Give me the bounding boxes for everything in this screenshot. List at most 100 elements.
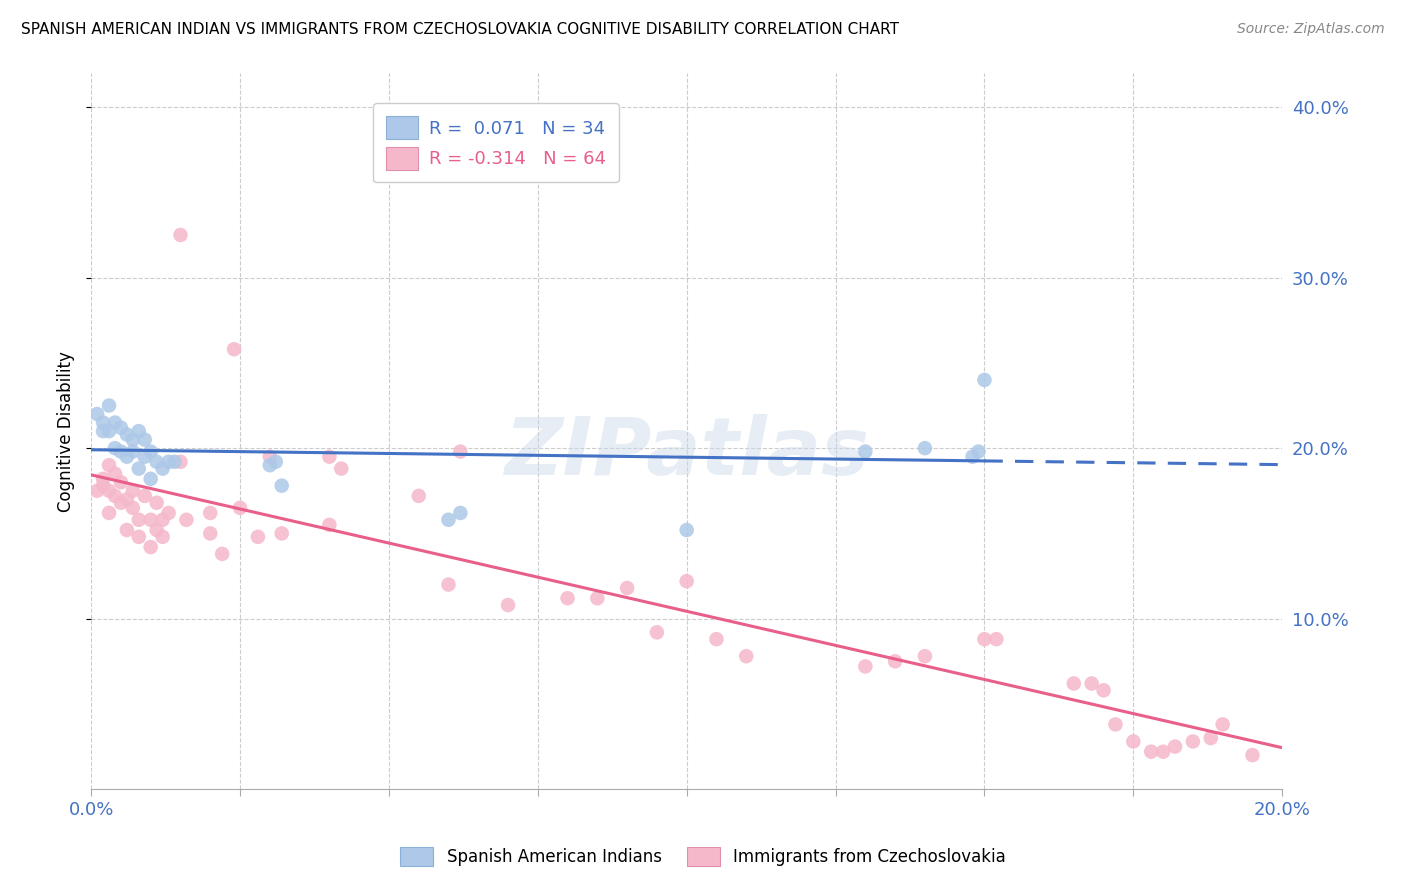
- Point: [914, 441, 936, 455]
- Point: [675, 523, 697, 537]
- Point: [853, 659, 876, 673]
- Point: [1181, 734, 1204, 748]
- Point: [1199, 731, 1222, 745]
- Point: [145, 455, 167, 469]
- Point: [139, 540, 162, 554]
- Point: [973, 373, 995, 387]
- Point: [115, 523, 138, 537]
- Point: [104, 441, 127, 455]
- Text: ZIPatlas: ZIPatlas: [505, 414, 869, 491]
- Point: [152, 513, 174, 527]
- Point: [318, 450, 340, 464]
- Point: [967, 444, 990, 458]
- Y-axis label: Cognitive Disability: Cognitive Disability: [58, 351, 75, 511]
- Point: [200, 506, 222, 520]
- Point: [1164, 739, 1187, 754]
- Point: [645, 625, 668, 640]
- Point: [1122, 734, 1144, 748]
- Point: [318, 517, 340, 532]
- Point: [675, 574, 697, 589]
- Point: [134, 433, 156, 447]
- Point: [152, 461, 174, 475]
- Point: [86, 407, 108, 421]
- Point: [259, 458, 281, 473]
- Point: [264, 455, 287, 469]
- Point: [169, 455, 191, 469]
- Point: [104, 416, 127, 430]
- Point: [91, 416, 114, 430]
- Point: [121, 483, 143, 498]
- Point: [1092, 683, 1115, 698]
- Point: [222, 343, 245, 357]
- Point: [735, 649, 758, 664]
- Text: SPANISH AMERICAN INDIAN VS IMMIGRANTS FROM CZECHOSLOVAKIA COGNITIVE DISABILITY C: SPANISH AMERICAN INDIAN VS IMMIGRANTS FR…: [21, 22, 898, 37]
- Point: [115, 492, 138, 507]
- Point: [211, 547, 233, 561]
- Point: [973, 632, 995, 647]
- Point: [110, 496, 132, 510]
- Point: [259, 450, 281, 464]
- Point: [139, 444, 162, 458]
- Point: [1104, 717, 1126, 731]
- Point: [176, 513, 198, 527]
- Point: [98, 424, 121, 438]
- Point: [962, 450, 984, 464]
- Point: [1140, 745, 1163, 759]
- Point: [128, 424, 150, 438]
- Point: [1152, 745, 1174, 759]
- Point: [914, 649, 936, 664]
- Legend: Spanish American Indians, Immigrants from Czechoslovakia: Spanish American Indians, Immigrants fro…: [394, 840, 1012, 873]
- Point: [91, 424, 114, 438]
- Point: [134, 489, 156, 503]
- Point: [169, 227, 191, 242]
- Point: [104, 467, 127, 481]
- Point: [853, 444, 876, 458]
- Point: [449, 444, 471, 458]
- Point: [152, 530, 174, 544]
- Point: [98, 483, 121, 498]
- Point: [408, 489, 430, 503]
- Point: [1241, 748, 1264, 763]
- Point: [586, 591, 609, 606]
- Point: [91, 472, 114, 486]
- Point: [229, 500, 252, 515]
- Point: [139, 472, 162, 486]
- Point: [121, 433, 143, 447]
- Point: [145, 523, 167, 537]
- Point: [110, 444, 132, 458]
- Point: [139, 513, 162, 527]
- Point: [128, 530, 150, 544]
- Point: [121, 444, 143, 458]
- Point: [98, 506, 121, 520]
- Point: [437, 577, 460, 591]
- Point: [157, 455, 180, 469]
- Point: [163, 455, 186, 469]
- Point: [115, 450, 138, 464]
- Point: [104, 489, 127, 503]
- Point: [128, 513, 150, 527]
- Point: [330, 461, 353, 475]
- Point: [986, 632, 1008, 647]
- Point: [1212, 717, 1234, 731]
- Point: [437, 513, 460, 527]
- Point: [98, 399, 121, 413]
- Point: [449, 506, 471, 520]
- Point: [884, 654, 907, 668]
- Point: [496, 598, 519, 612]
- Point: [98, 458, 121, 473]
- Point: [557, 591, 579, 606]
- Point: [110, 475, 132, 490]
- Point: [86, 483, 108, 498]
- Legend: R =  0.071   N = 34, R = -0.314   N = 64: R = 0.071 N = 34, R = -0.314 N = 64: [374, 103, 619, 182]
- Point: [1063, 676, 1085, 690]
- Point: [134, 450, 156, 464]
- Point: [110, 420, 132, 434]
- Text: Source: ZipAtlas.com: Source: ZipAtlas.com: [1237, 22, 1385, 37]
- Point: [246, 530, 269, 544]
- Point: [91, 478, 114, 492]
- Point: [157, 506, 180, 520]
- Point: [115, 427, 138, 442]
- Point: [616, 581, 638, 595]
- Point: [270, 478, 292, 492]
- Point: [121, 500, 143, 515]
